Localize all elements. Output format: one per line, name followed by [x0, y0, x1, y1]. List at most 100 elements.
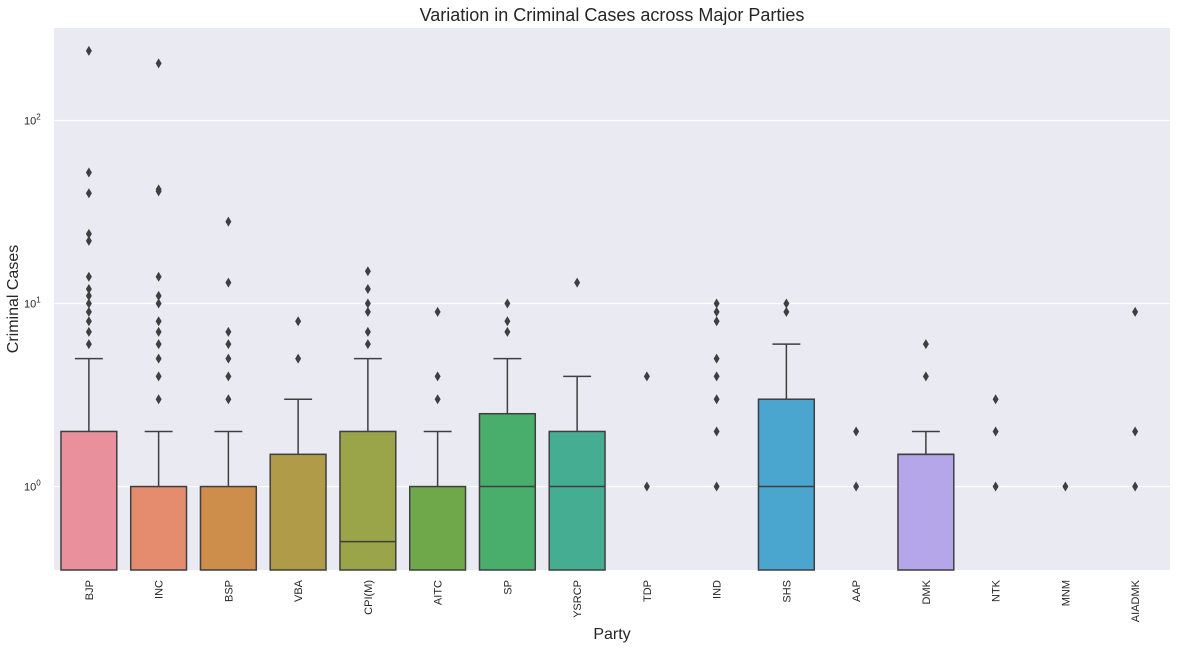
y-tick-label: 100	[24, 479, 41, 494]
x-tick-label: TDP	[642, 580, 654, 602]
box-iqr	[269, 453, 327, 571]
x-tick-label: MNM	[1060, 580, 1072, 606]
outlier-point	[85, 326, 92, 337]
outlier-point	[155, 371, 162, 382]
x-tick-label: DMK	[921, 579, 933, 604]
outlier-point	[225, 394, 232, 405]
outlier-point	[85, 45, 92, 56]
outlier-point	[85, 167, 92, 178]
box-iqr	[60, 430, 118, 571]
outlier-point	[155, 316, 162, 327]
x-tick-label: INC	[154, 580, 166, 599]
outlier-point	[155, 298, 162, 309]
outlier-point	[853, 426, 860, 437]
party-box-VBA	[269, 316, 327, 571]
outlier-point	[155, 394, 162, 405]
outlier-point	[1132, 426, 1139, 437]
plot-background	[54, 28, 1170, 570]
outlier-point	[992, 426, 999, 437]
box-iqr	[548, 430, 606, 571]
x-tick-label: AAP	[851, 580, 863, 602]
box-iqr	[199, 485, 258, 571]
outlier-point	[85, 316, 92, 327]
party-box-CPI(M)	[339, 266, 397, 571]
outlier-point	[713, 426, 720, 437]
outlier-point	[225, 326, 232, 337]
y-tick-label: 101	[24, 296, 41, 311]
outlier-point	[295, 353, 302, 364]
party-box-AAP	[853, 426, 860, 492]
x-axis-label: Party	[593, 626, 630, 643]
outlier-point	[364, 306, 371, 317]
outlier-point	[713, 316, 720, 327]
party-box-SHS	[757, 298, 816, 571]
outlier-point	[713, 371, 720, 382]
outlier-point	[992, 481, 999, 492]
party-box-YSRCP	[548, 277, 606, 571]
outlier-point	[434, 371, 441, 382]
outlier-point	[434, 306, 441, 317]
outlier-point	[504, 316, 511, 327]
outlier-point	[713, 481, 720, 492]
outlier-point	[922, 371, 929, 382]
x-tick-label: VBA	[293, 579, 305, 602]
outlier-point	[85, 235, 92, 246]
box-iqr	[897, 453, 955, 571]
outlier-point	[364, 339, 371, 350]
outlier-point	[783, 298, 790, 309]
party-box-DMK	[897, 339, 955, 571]
outlier-point	[85, 339, 92, 350]
box-iqr	[339, 430, 397, 571]
outlier-point	[853, 481, 860, 492]
x-tick-label: NTK	[991, 579, 1003, 602]
outlier-point	[85, 306, 92, 317]
party-box-INC	[129, 58, 188, 571]
outlier-point	[155, 184, 162, 195]
box-iqr	[757, 398, 816, 571]
outlier-point	[155, 290, 162, 301]
outlier-point	[643, 371, 650, 382]
party-box-AITC	[408, 306, 467, 571]
party-box-IND	[713, 298, 720, 492]
outlier-point	[434, 394, 441, 405]
box-iqr	[129, 485, 188, 571]
y-axis-ticks: 100 101 102	[24, 112, 41, 493]
outlier-point	[155, 58, 162, 69]
outlier-point	[364, 326, 371, 337]
x-tick-label: CPI(M)	[363, 580, 375, 615]
outlier-point	[85, 298, 92, 309]
outlier-point	[155, 326, 162, 337]
outlier-point	[85, 284, 92, 295]
party-box-MNM	[1062, 481, 1069, 492]
outlier-point	[155, 271, 162, 282]
party-box-BJP	[60, 45, 118, 571]
outlier-point	[225, 353, 232, 364]
outlier-point	[504, 298, 511, 309]
box-iqr	[408, 485, 467, 571]
y-axis-label: Criminal Cases	[5, 245, 22, 353]
outlier-point	[295, 316, 302, 327]
chart-title: Variation in Criminal Cases across Major…	[420, 5, 805, 25]
outlier-point	[225, 277, 232, 288]
outlier-point	[364, 284, 371, 295]
outlier-point	[1132, 481, 1139, 492]
outlier-point	[1062, 481, 1069, 492]
x-tick-label: SHS	[781, 580, 793, 603]
outlier-point	[783, 306, 790, 317]
x-tick-label: IND	[712, 580, 724, 599]
outlier-point	[713, 394, 720, 405]
outlier-point	[574, 277, 581, 288]
y-tick-label: 102	[24, 112, 41, 127]
outlier-point	[504, 326, 511, 337]
outlier-point	[713, 298, 720, 309]
outlier-point	[364, 266, 371, 277]
x-tick-label: YSRCP	[572, 580, 584, 618]
outlier-point	[713, 306, 720, 317]
outlier-point	[225, 216, 232, 227]
box-iqr	[478, 412, 537, 571]
outlier-point	[1132, 306, 1139, 317]
outlier-point	[85, 188, 92, 199]
outlier-point	[155, 353, 162, 364]
outlier-point	[364, 298, 371, 309]
party-box-SP	[478, 298, 537, 571]
